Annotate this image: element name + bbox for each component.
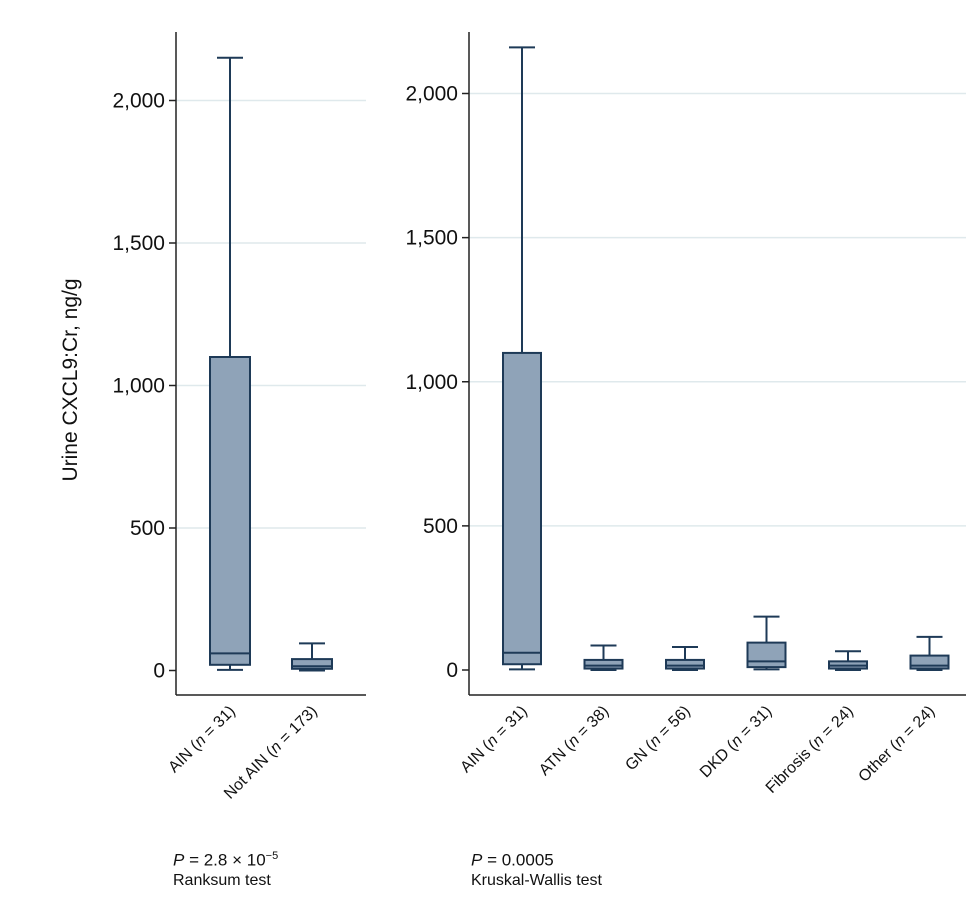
iqr-box [583,658,624,670]
right-p-value: P = 0.0005 [471,850,554,870]
y-tick-label: 500 [423,515,458,538]
left-p-value: P = 2.8 × 10−5 [173,850,279,870]
iqr-box [746,641,787,669]
category-label: DKD (n = 31) [697,703,775,781]
y-tick-label: 500 [130,517,165,540]
iqr-box [665,658,705,670]
category-label: Fibrosis (n = 24) [763,703,857,797]
iqr-box [209,356,251,666]
panel-left: 0 500 1,000 1,500 2,000 AIN (n = 31)Not AIN (… [59,32,366,803]
y-tick-label: 1,500 [405,227,458,250]
y-tick-label: 2,000 [405,83,458,106]
y-tick-label: 2,000 [112,90,165,113]
y-tick-label: 1,000 [405,371,458,394]
box-atn [583,644,624,671]
y-axis-title: Urine CXCL9:Cr, ng/g [59,278,82,481]
category-label: ATN (n = 38) [536,703,612,779]
box-other [909,635,950,671]
category-label: AIN (n = 31) [165,703,238,776]
panel-right: 0 500 1,000 1,500 2,000 AIN (n = 31)ATN (n = … [405,32,966,797]
y-tick-label: 1,500 [112,232,165,255]
category-label: Other (n = 24) [856,703,939,786]
right-test-name: Kruskal-Wallis test [471,871,602,889]
category-label: Not AIN (n = 173) [221,703,321,803]
y-tick-label: 1,000 [112,375,165,398]
y-tick-label: 0 [446,659,458,682]
box-fibrosis [828,650,868,671]
left-test-annotation: P = 2.8 × 10−5 Ranksum test [173,846,278,891]
box-gn [665,645,705,671]
box-dkd [746,615,787,671]
box-ain [209,56,251,671]
iqr-box [502,351,542,666]
category-label: GN (n = 56) [622,703,693,774]
left-test-name: Ranksum test [173,871,271,889]
right-test-annotation: P = 0.0005 Kruskal-Wallis test [471,846,602,891]
box-not-ain [291,642,333,672]
y-tick-label: 0 [153,660,165,683]
iqr-box [291,658,333,670]
box-ain [502,46,542,671]
category-label: AIN (n = 31) [457,703,530,776]
